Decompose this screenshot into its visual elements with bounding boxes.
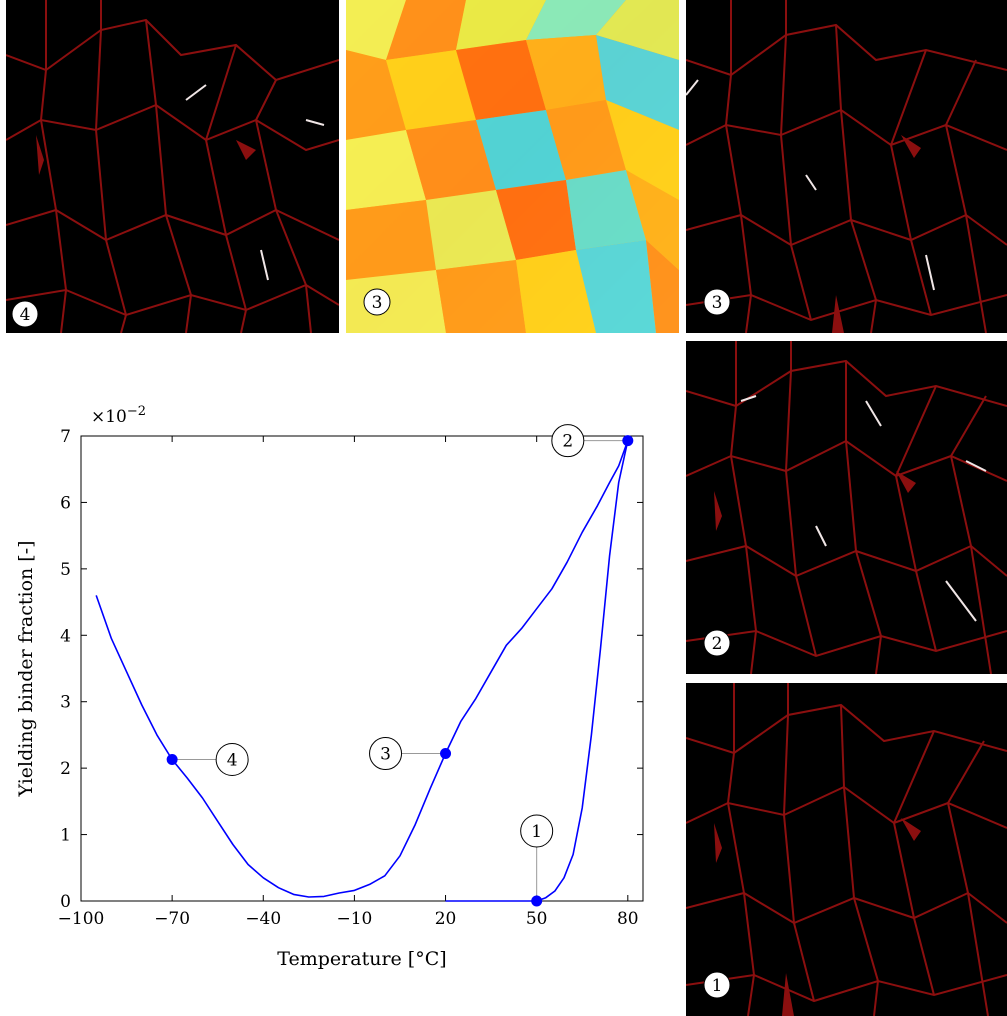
y-axis-label: Yielding binder fraction [-] (15, 540, 37, 797)
y-tick-label: 7 (60, 427, 71, 447)
x-tick-label: −40 (245, 909, 281, 929)
step-label: 2 (712, 634, 723, 654)
x-tick-label: 50 (526, 909, 548, 929)
step-label: 1 (712, 976, 723, 996)
binder-network-image (686, 0, 1007, 333)
y-tick-label: 1 (60, 826, 71, 846)
step-label-badge: 2 (703, 629, 731, 657)
step-label-badge: 4 (11, 300, 39, 328)
y-tick-label: 2 (60, 759, 71, 779)
marker-label: 1 (531, 822, 542, 842)
chart-lines (95, 440, 629, 902)
y-tick-label: 5 (60, 560, 71, 580)
marker-point (531, 895, 543, 907)
marker-point (622, 435, 634, 447)
marker-callout (215, 743, 249, 777)
step-label: 4 (20, 305, 31, 325)
chart-markers: 1 2 3 4 (166, 424, 634, 907)
marker-point (440, 748, 452, 760)
marker-label: 2 (562, 432, 573, 452)
marker-point (166, 754, 178, 766)
series-line-heating (445, 440, 629, 902)
marker-label: 3 (380, 745, 391, 765)
x-tick-label: 20 (435, 909, 457, 929)
step-label: 3 (372, 293, 383, 313)
y-tick-label: 3 (60, 693, 71, 713)
step-label: 3 (712, 293, 723, 313)
field-map-step-3: 3 (346, 0, 679, 333)
x-tick-label: −70 (154, 909, 190, 929)
step-label-badge: 3 (363, 288, 391, 316)
y-tick-label: 6 (60, 493, 71, 513)
binder-micrograph-step-4: 4 (6, 0, 339, 333)
yielding-binder-chart: −100 −70 −40 −10 20 50 80 0 1 2 3 4 5 6 7 1 2 3 4 Tempera… (15, 404, 644, 970)
x-tick-label: 80 (617, 909, 639, 929)
y-tick-label: 0 (60, 892, 71, 912)
x-tick-label: −10 (336, 909, 372, 929)
field-map-image (346, 0, 679, 333)
x-tick-label: −100 (58, 909, 105, 929)
y-tick-label: 4 (60, 626, 71, 646)
marker-callout (520, 814, 554, 848)
binder-network-image (6, 0, 339, 333)
marker-callout (551, 424, 585, 458)
marker-callout (369, 737, 403, 771)
plot-frame (80, 435, 644, 902)
binder-micrograph-step-1: 1 (686, 683, 1007, 1016)
binder-network-image (686, 341, 1007, 674)
binder-micrograph-step-3: 3 (686, 0, 1007, 333)
x-axis-label: Temperature [°C] (277, 948, 446, 970)
step-label-badge: 1 (703, 971, 731, 999)
series-line-cooling (95, 440, 629, 898)
marker-label: 4 (227, 751, 238, 771)
binder-network-image (686, 683, 1007, 1016)
y-axis-exponent: ×10−2 (91, 404, 146, 427)
binder-micrograph-step-2: 2 (686, 341, 1007, 674)
chart-axes: −100 −70 −40 −10 20 50 80 0 1 2 3 4 5 6 7 (58, 427, 644, 929)
step-label-badge: 3 (703, 288, 731, 316)
